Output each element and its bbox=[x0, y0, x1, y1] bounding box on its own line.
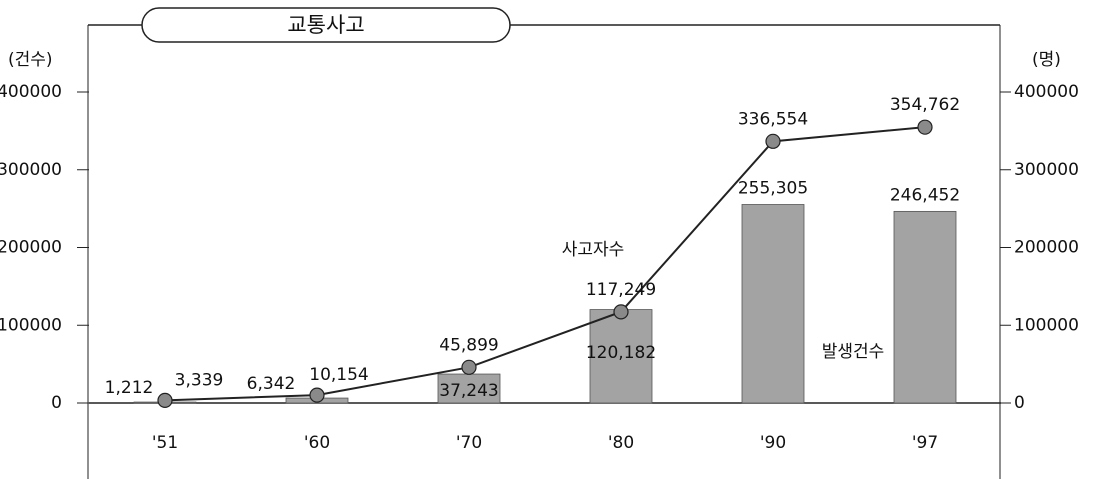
series-label: 사고자수 bbox=[562, 240, 625, 260]
y-tick-label: 200000 bbox=[0, 238, 62, 258]
bar bbox=[437, 373, 501, 404]
y2-tick-label: 0 bbox=[1014, 393, 1025, 413]
x-tick-label: '60 bbox=[304, 433, 330, 453]
line-marker bbox=[765, 133, 781, 149]
line-value-label: 336,554 bbox=[738, 109, 808, 129]
line-marker bbox=[157, 392, 173, 409]
y-tick-label: 100000 bbox=[0, 315, 62, 335]
line-value-label: 117,249 bbox=[586, 280, 656, 300]
bar bbox=[589, 309, 653, 404]
bar-value-label: 120,182 bbox=[586, 343, 656, 363]
x-tick-label: '51 bbox=[152, 433, 178, 453]
y2-tick-label: 200000 bbox=[1014, 238, 1079, 258]
y-tick-label: 300000 bbox=[0, 160, 62, 180]
x-tick-label: '97 bbox=[912, 433, 938, 453]
x-tick-label: '80 bbox=[608, 433, 634, 453]
bar-value-label: 255,305 bbox=[738, 179, 808, 199]
bar-value-label: 37,243 bbox=[439, 381, 498, 401]
line-marker bbox=[461, 359, 477, 375]
y2-tick-label: 300000 bbox=[1014, 160, 1079, 180]
y2-tick-label: 100000 bbox=[1014, 315, 1079, 335]
y2-tick-label: 400000 bbox=[1014, 82, 1079, 102]
bar-value-label: 246,452 bbox=[890, 185, 960, 205]
x-tick-label: '90 bbox=[760, 433, 786, 453]
series-label: 발생건수 bbox=[822, 342, 885, 362]
line-value-label: 10,154 bbox=[309, 365, 368, 385]
y-axis-label: (건수) bbox=[8, 50, 53, 70]
bar bbox=[893, 210, 957, 404]
line-value-label: 354,762 bbox=[890, 95, 960, 115]
line-marker bbox=[917, 119, 933, 135]
line-value-label: 45,899 bbox=[439, 335, 498, 355]
bar-value-label: 6,342 bbox=[247, 374, 296, 394]
line bbox=[164, 126, 926, 402]
line-value-label: 3,339 bbox=[175, 370, 224, 390]
bar bbox=[741, 204, 805, 404]
y2-axis-label: (명) bbox=[1032, 50, 1061, 70]
y-tick-label: 400000 bbox=[0, 82, 62, 102]
line-marker bbox=[309, 387, 325, 403]
bar-value-label: 1,212 bbox=[105, 378, 154, 398]
title-box bbox=[141, 7, 511, 43]
y-tick-label: 0 bbox=[51, 393, 62, 413]
line-marker bbox=[613, 304, 629, 320]
x-tick-label: '70 bbox=[456, 433, 482, 453]
chart-title: 교통사고 bbox=[287, 13, 364, 37]
